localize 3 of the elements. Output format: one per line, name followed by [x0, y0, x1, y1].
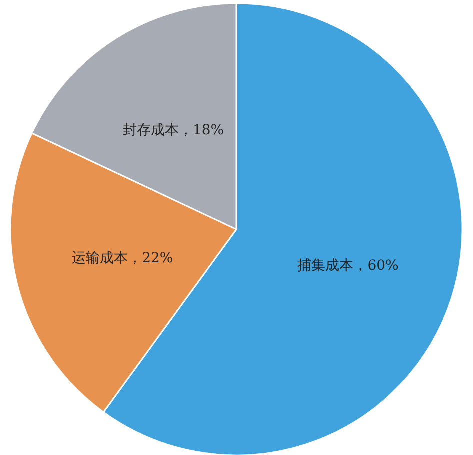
slice-label: 运输成本，22%: [72, 250, 174, 267]
slice-label: 封存成本，18%: [122, 122, 224, 138]
slice-label: 捕集成本，60%: [298, 258, 399, 274]
